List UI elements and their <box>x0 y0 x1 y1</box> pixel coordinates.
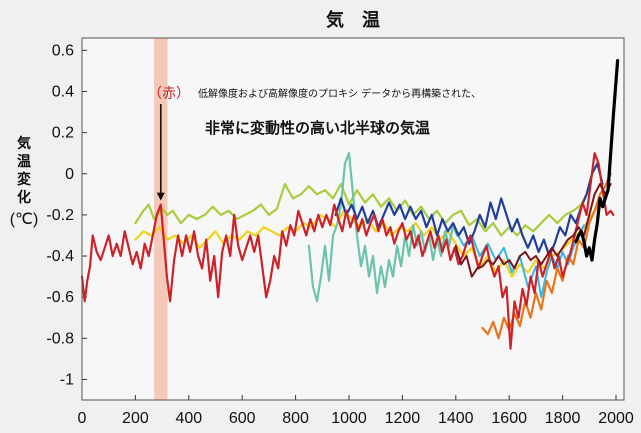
series-line-8 <box>574 59 620 262</box>
x-tick-label-1: 200 <box>122 410 149 427</box>
y-tick-label-8: -1 <box>60 371 74 388</box>
x-tick-label-0: 0 <box>78 410 87 427</box>
y-axis-label-2: 変 <box>17 171 31 188</box>
x-tick-label-10: 2000 <box>598 410 634 427</box>
x-tick-label-9: 1800 <box>545 410 581 427</box>
x-tick-label-6: 1200 <box>385 410 421 427</box>
y-axis-label-3: 化 <box>17 189 31 206</box>
annotation-red-tag: （赤） <box>148 86 190 102</box>
y-axis-label-4: (℃) <box>10 211 39 228</box>
y-tick-label-1: 0.4 <box>52 83 74 100</box>
annotation-line-1: 低解像度および高解像度のプロキシ データから再構築された、 <box>198 87 481 100</box>
x-tick-label-7: 1400 <box>438 410 474 427</box>
plot-frame <box>81 37 625 401</box>
y-tick-label-0: 0.6 <box>52 42 74 59</box>
y-tick-label-7: -0.8 <box>46 330 74 347</box>
y-tick-label-2: 0.2 <box>52 125 74 142</box>
highlight-band <box>154 38 168 400</box>
x-tick-label-2: 400 <box>175 410 202 427</box>
x-tick-label-4: 800 <box>282 410 309 427</box>
y-axis-label-1: 温 <box>17 154 31 170</box>
series-line-6 <box>80 152 615 350</box>
annotation-line-2: 非常に変動性の高い北半球の気温 <box>205 119 430 137</box>
x-tick-label-5: 1000 <box>331 410 367 427</box>
series-line-7 <box>454 183 612 278</box>
y-tick-label-4: -0.2 <box>46 207 74 224</box>
y-axis-label-0: 気 <box>17 135 31 152</box>
y-tick-label-5: -0.4 <box>46 248 74 265</box>
chart-title: 気 温 <box>326 9 380 31</box>
annotation-arrow-head <box>156 192 165 201</box>
series-line-5 <box>481 172 612 340</box>
x-tick-label-8: 1600 <box>491 410 527 427</box>
y-tick-label-3: 0 <box>65 166 74 183</box>
x-tick-label-3: 600 <box>229 410 256 427</box>
y-tick-label-6: -0.6 <box>46 289 74 306</box>
